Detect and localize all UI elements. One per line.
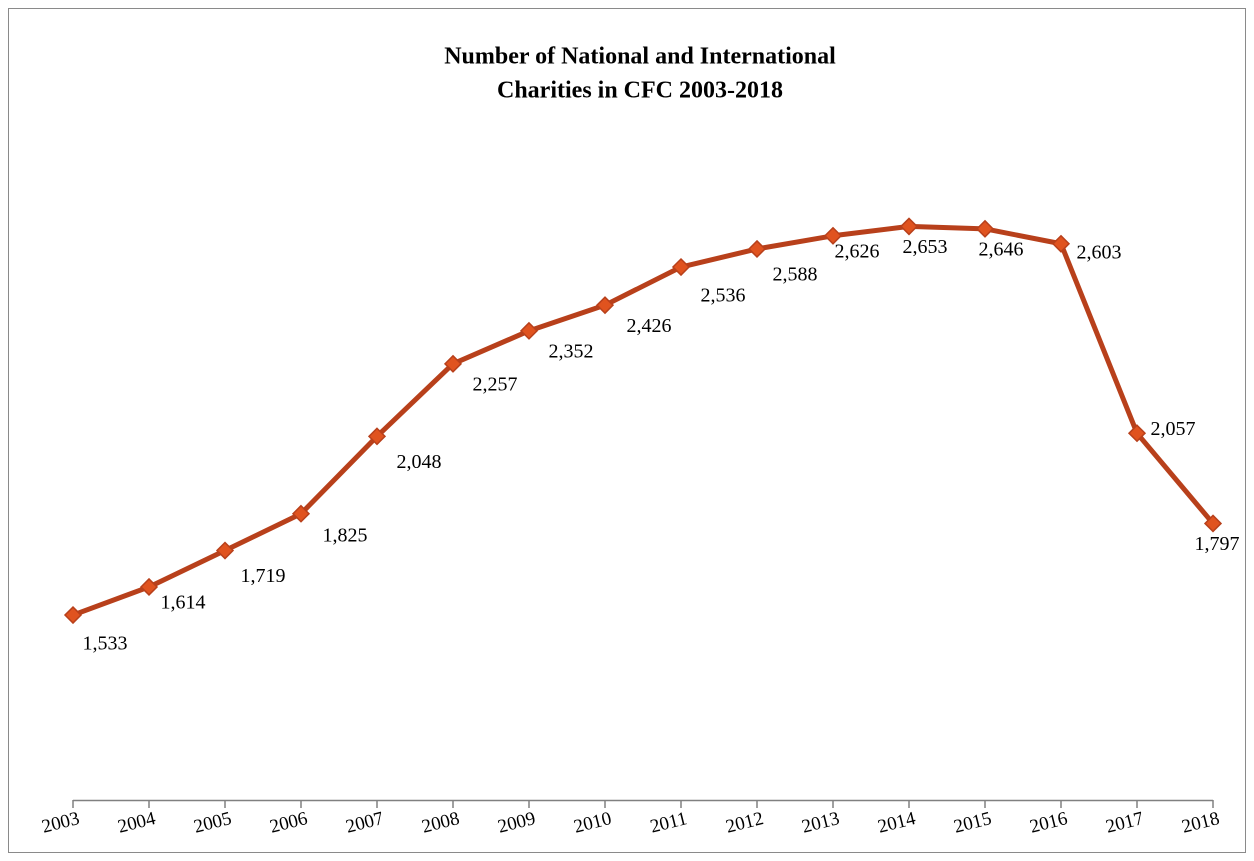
marker — [443, 354, 463, 373]
marker — [823, 226, 843, 245]
value-label: 2,603 — [1077, 241, 1122, 263]
marker — [595, 296, 615, 315]
marker — [519, 321, 539, 340]
value-label: 2,646 — [979, 238, 1024, 260]
value-label: 1,797 — [1195, 533, 1240, 555]
chart-title: Number of National and International — [444, 44, 836, 70]
value-label: 2,653 — [903, 236, 948, 258]
value-label: 1,533 — [83, 633, 128, 655]
line — [72, 223, 1215, 618]
marker — [367, 427, 387, 446]
value-label: 2,536 — [701, 285, 746, 307]
value-label: 1,614 — [161, 592, 206, 614]
marker — [139, 577, 159, 597]
value-label: 2,426 — [627, 315, 672, 337]
chart-title: Charities in CFC 2003-2018 — [497, 78, 783, 104]
marker — [975, 219, 995, 238]
chart-border — [8, 8, 1246, 853]
marker — [291, 504, 311, 523]
value-label: 1,719 — [241, 565, 286, 587]
marker — [747, 239, 767, 259]
value-label: 2,057 — [1151, 418, 1196, 440]
value-label: 2,626 — [835, 240, 880, 262]
marker — [1203, 514, 1223, 533]
marker — [215, 541, 235, 560]
value-label: 2,352 — [549, 340, 594, 362]
marker — [1127, 424, 1147, 443]
value-label: 2,048 — [397, 451, 442, 473]
value-label: 1,825 — [323, 524, 368, 546]
value-label: 2,588 — [773, 264, 818, 286]
marker — [63, 605, 83, 625]
marker — [1051, 234, 1071, 253]
marker — [671, 257, 691, 277]
marker — [899, 217, 919, 236]
value-label: 2,257 — [473, 373, 518, 395]
